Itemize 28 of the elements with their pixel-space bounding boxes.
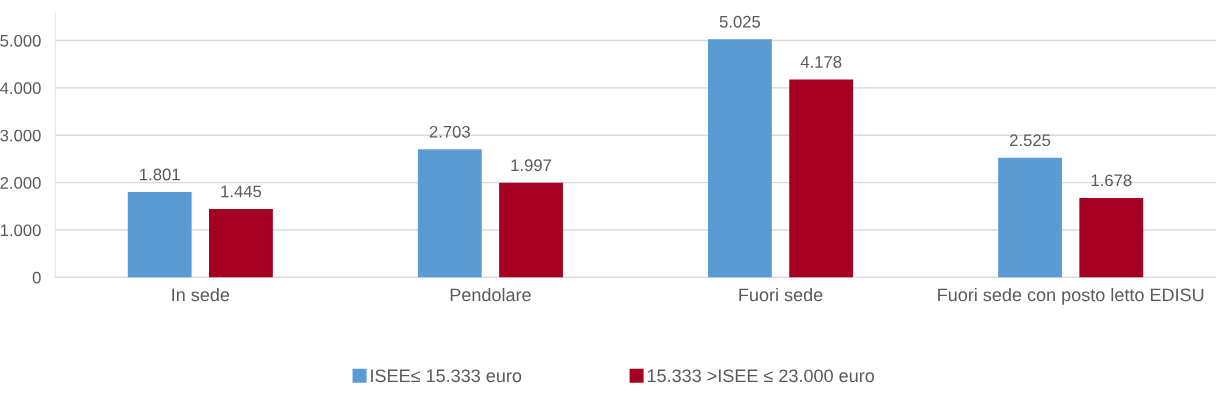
data-label: 1.997 bbox=[511, 159, 552, 172]
bar bbox=[708, 39, 772, 278]
bar bbox=[127, 192, 192, 278]
y-tick-label: 0 bbox=[32, 271, 41, 284]
y-tick-label: 2.000 bbox=[0, 177, 41, 189]
data-label: 1.678 bbox=[1091, 174, 1132, 187]
data-label: 4.178 bbox=[800, 56, 842, 68]
x-tick-label: In sede bbox=[172, 287, 230, 302]
y-tick-label: 3.000 bbox=[0, 129, 41, 142]
y-tick-label: 5.000 bbox=[0, 34, 41, 47]
bar bbox=[789, 79, 854, 278]
y-tick-label: 4.000 bbox=[0, 82, 41, 95]
bar bbox=[417, 149, 482, 278]
legend-label: ISEE≤ 15.333 euro bbox=[371, 369, 522, 383]
x-tick-label: Fuori sede con posto letto EDISU bbox=[938, 287, 1204, 305]
data-label: 1.445 bbox=[221, 185, 262, 198]
data-label: 2.703 bbox=[429, 125, 470, 138]
x-tick-label: Pendolare bbox=[450, 287, 531, 302]
bar bbox=[499, 182, 563, 278]
data-label: 5.025 bbox=[719, 15, 761, 28]
x-tick-label: Fuori sede bbox=[739, 287, 823, 302]
data-label: 1.801 bbox=[140, 168, 180, 181]
data-label: 2.525 bbox=[1010, 134, 1051, 147]
y-tick-label: 1.000 bbox=[0, 224, 41, 237]
bar bbox=[998, 157, 1062, 278]
legend-label: 15.333 >ISEE ≤ 23.000 euro bbox=[647, 369, 875, 383]
bar bbox=[1079, 197, 1144, 278]
bar bbox=[209, 208, 273, 278]
